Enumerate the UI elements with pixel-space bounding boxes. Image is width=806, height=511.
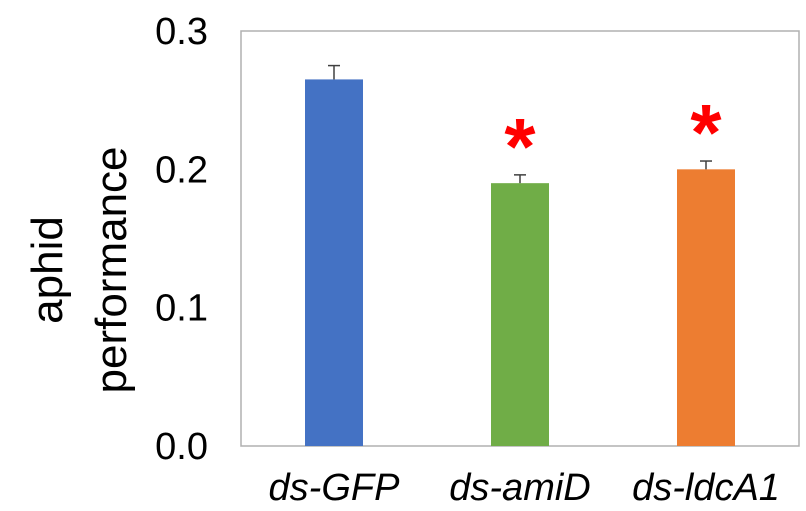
x-tick-label-ds-amiD: ds-amiD [449, 467, 590, 509]
y-axis-ticks: 0.0 0.1 0.2 0.3 [155, 11, 208, 468]
significance-asterisk-ds-amiD: * [504, 102, 536, 191]
bar-ds-amiD [491, 183, 549, 446]
bar-ds-ldcA1 [677, 169, 735, 447]
y-tick-label: 0.3 [155, 11, 208, 53]
error-bars-group [328, 64, 712, 184]
y-axis-title-line-1: aphid [23, 216, 72, 324]
x-tick-label-ds-GFP: ds-GFP [269, 467, 401, 509]
significance-asterisk-ds-ldcA1: * [690, 88, 722, 177]
y-axis-title-line-2: performance [87, 146, 136, 393]
x-tick-label-ds-ldcA1: ds-ldcA1 [632, 467, 780, 509]
x-axis-labels: ds-GFP ds-amiD ds-ldcA1 [269, 467, 780, 509]
bars-group [305, 79, 735, 447]
significance-markers: * * [504, 88, 722, 191]
y-tick-label: 0.0 [155, 426, 208, 468]
y-tick-label: 0.1 [155, 288, 208, 330]
bar-ds-GFP [305, 79, 363, 447]
y-tick-label: 0.2 [155, 149, 208, 191]
y-axis-title: aphid performance [23, 146, 136, 393]
